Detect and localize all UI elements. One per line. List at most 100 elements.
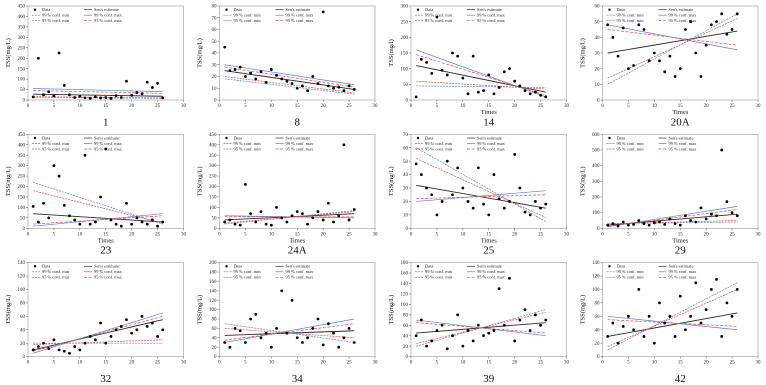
- data-point: [130, 332, 133, 335]
- x-tick-label: 5: [627, 232, 630, 237]
- x-tick-label: 5: [436, 232, 439, 237]
- y-tick-label: 0: [23, 99, 26, 104]
- data-point: [332, 332, 335, 335]
- x-tick-label: 25: [538, 361, 544, 366]
- c95min-line: [225, 77, 355, 93]
- legend-label-c99max: 99 % conf. max: [286, 141, 315, 146]
- data-point: [317, 318, 320, 321]
- legend-label-c95min: 95 % conf. min: [42, 275, 70, 280]
- data-point: [726, 301, 729, 304]
- x-tick-label: 30: [373, 232, 379, 237]
- y-tick-label: 40: [595, 328, 601, 333]
- legend-label-c95min: 95 % conf. min: [42, 146, 70, 151]
- data-point: [477, 324, 480, 327]
- x-tick-label: 0: [218, 361, 221, 366]
- x-tick-label: 5: [627, 361, 630, 366]
- legend-label-c95min: 95 % conf. min: [425, 18, 453, 23]
- y-axis-label: TSS(mg/L): [388, 295, 395, 325]
- data-point: [89, 97, 92, 100]
- data-point: [296, 336, 299, 339]
- legend-label-c95min: 95 % conf. min: [234, 18, 262, 23]
- y-tick-label: 0: [406, 99, 409, 104]
- legend-label-data: Data: [42, 7, 50, 12]
- data-point: [477, 91, 480, 94]
- data-point: [694, 281, 697, 284]
- data-point: [337, 86, 340, 89]
- x-tick-label: 0: [27, 104, 30, 109]
- data-point: [244, 183, 247, 186]
- data-point: [327, 322, 330, 325]
- data-point: [508, 277, 511, 280]
- data-point: [141, 315, 144, 318]
- x-tick-label: 20: [129, 232, 135, 237]
- panel-39: 0204060801001201401601800 5 10 15 20 25 30TSS(…: [388, 261, 570, 385]
- data-point: [234, 68, 237, 71]
- data-point: [265, 223, 268, 226]
- x-tick-label: 5: [53, 104, 56, 109]
- legend-label-c99min: 99 % conf. min: [42, 13, 70, 18]
- legend-label-c95max: 95 % conf. max: [286, 275, 315, 280]
- legend-label-c99min: 99 % conf. min: [234, 141, 262, 146]
- panel-24A: 0501001502002503003504004500 5 10 15 20 25 30T…: [197, 133, 379, 257]
- y-tick-label: 60: [20, 315, 26, 320]
- data-point: [648, 224, 651, 227]
- c95min-line: [33, 340, 163, 345]
- sen-line: [33, 320, 163, 350]
- data-point: [270, 68, 273, 71]
- data-point: [451, 193, 454, 196]
- data-point: [348, 85, 351, 88]
- y-axis-label: TSS(mg/L): [197, 295, 204, 325]
- y-tick-label: 300: [18, 164, 26, 169]
- y-tick-label: 250: [401, 20, 409, 25]
- panel-42: 0204060801001201400 5 10 15 20 25 30TSS(mg/L)D…: [580, 261, 762, 385]
- data-point: [332, 221, 335, 224]
- data-point: [42, 342, 45, 345]
- data-point: [353, 208, 356, 211]
- x-tick-label: 30: [564, 232, 570, 237]
- c95max-line: [33, 216, 163, 224]
- legend-label-data: Data: [42, 264, 50, 269]
- data-point: [260, 70, 263, 73]
- y-tick-label: 200: [592, 196, 600, 201]
- data-point: [322, 219, 325, 222]
- data-point: [42, 202, 45, 205]
- legend-label-sen: Sen's estimate: [477, 135, 502, 140]
- data-point: [467, 329, 470, 332]
- legend-marker-data: [417, 9, 419, 11]
- data-point: [301, 212, 304, 215]
- y-tick-label: 160: [209, 280, 217, 285]
- legend-label-c95min: 95 % conf. min: [617, 275, 645, 280]
- data-point: [694, 221, 697, 224]
- y-tick-label: 80: [212, 318, 218, 323]
- data-point: [736, 288, 739, 291]
- c95max-line: [225, 67, 355, 87]
- panel-1: 0501001502002503003504004500 5 10 15 20 25 30T…: [5, 5, 187, 129]
- data-point: [425, 187, 428, 190]
- legend-label-c99max: 99 % conf. max: [286, 13, 315, 18]
- data-point: [684, 28, 687, 31]
- y-tick-label: 60: [403, 146, 409, 151]
- x-tick-label: 15: [295, 361, 301, 366]
- data-point: [249, 318, 252, 321]
- legend-marker-data: [225, 9, 227, 11]
- data-point: [430, 193, 433, 196]
- data-point: [270, 224, 273, 227]
- y-tick-label: 20: [20, 342, 26, 347]
- y-tick-label: 80: [20, 301, 26, 306]
- data-point: [544, 319, 547, 322]
- legend-marker-data: [225, 265, 227, 267]
- panel-caption: 25: [483, 245, 495, 257]
- y-tick-label: 100: [592, 288, 600, 293]
- data-point: [534, 313, 537, 316]
- panel-caption: 20A: [671, 116, 690, 128]
- data-point: [343, 143, 346, 146]
- data-point: [332, 87, 335, 90]
- data-point: [125, 80, 128, 83]
- x-tick-label: 0: [601, 361, 604, 366]
- data-point: [125, 202, 128, 205]
- legend-label-c99max: 99 % conf. max: [669, 13, 698, 18]
- y-tick-label: 50: [595, 20, 601, 25]
- y-tick-label: 160: [401, 272, 409, 277]
- legend-label-c99min: 99 % conf. min: [425, 141, 453, 146]
- legend-label-sen: Sen's estimate: [94, 135, 119, 140]
